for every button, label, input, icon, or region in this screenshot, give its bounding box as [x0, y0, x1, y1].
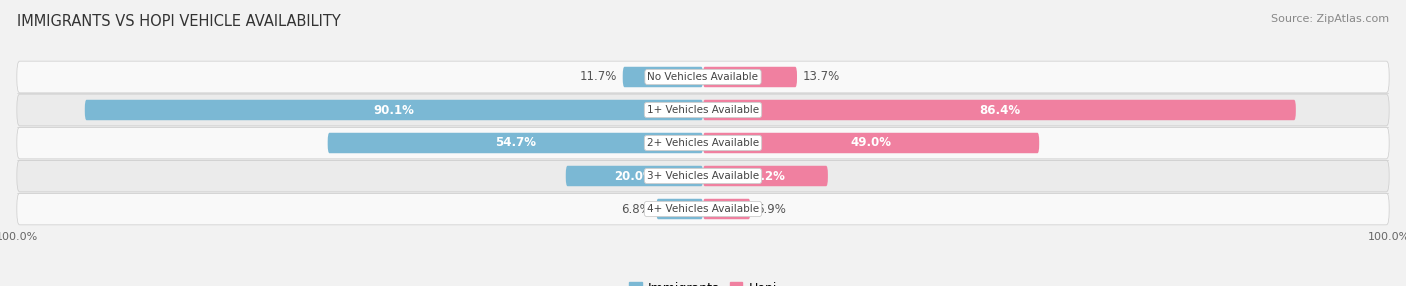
FancyBboxPatch shape — [84, 100, 703, 120]
FancyBboxPatch shape — [703, 166, 828, 186]
FancyBboxPatch shape — [703, 199, 751, 219]
FancyBboxPatch shape — [17, 94, 1389, 126]
Text: 6.9%: 6.9% — [756, 202, 786, 215]
FancyBboxPatch shape — [703, 100, 1296, 120]
FancyBboxPatch shape — [17, 61, 1389, 93]
Text: 49.0%: 49.0% — [851, 136, 891, 150]
Text: 54.7%: 54.7% — [495, 136, 536, 150]
Legend: Immigrants, Hopi: Immigrants, Hopi — [630, 282, 776, 286]
FancyBboxPatch shape — [17, 127, 1389, 159]
Text: 11.7%: 11.7% — [579, 71, 617, 84]
FancyBboxPatch shape — [703, 133, 1039, 153]
Text: 20.0%: 20.0% — [614, 170, 655, 182]
FancyBboxPatch shape — [623, 67, 703, 87]
FancyBboxPatch shape — [565, 166, 703, 186]
FancyBboxPatch shape — [657, 199, 703, 219]
Text: 1+ Vehicles Available: 1+ Vehicles Available — [647, 105, 759, 115]
Text: No Vehicles Available: No Vehicles Available — [648, 72, 758, 82]
Text: 90.1%: 90.1% — [374, 104, 415, 116]
Text: 2+ Vehicles Available: 2+ Vehicles Available — [647, 138, 759, 148]
FancyBboxPatch shape — [17, 193, 1389, 225]
FancyBboxPatch shape — [328, 133, 703, 153]
Text: Source: ZipAtlas.com: Source: ZipAtlas.com — [1271, 14, 1389, 24]
Text: 13.7%: 13.7% — [803, 71, 839, 84]
FancyBboxPatch shape — [17, 160, 1389, 192]
Text: 6.8%: 6.8% — [621, 202, 651, 215]
FancyBboxPatch shape — [703, 67, 797, 87]
Text: 3+ Vehicles Available: 3+ Vehicles Available — [647, 171, 759, 181]
Text: 18.2%: 18.2% — [745, 170, 786, 182]
Text: 4+ Vehicles Available: 4+ Vehicles Available — [647, 204, 759, 214]
Text: IMMIGRANTS VS HOPI VEHICLE AVAILABILITY: IMMIGRANTS VS HOPI VEHICLE AVAILABILITY — [17, 14, 340, 29]
Text: 86.4%: 86.4% — [979, 104, 1019, 116]
